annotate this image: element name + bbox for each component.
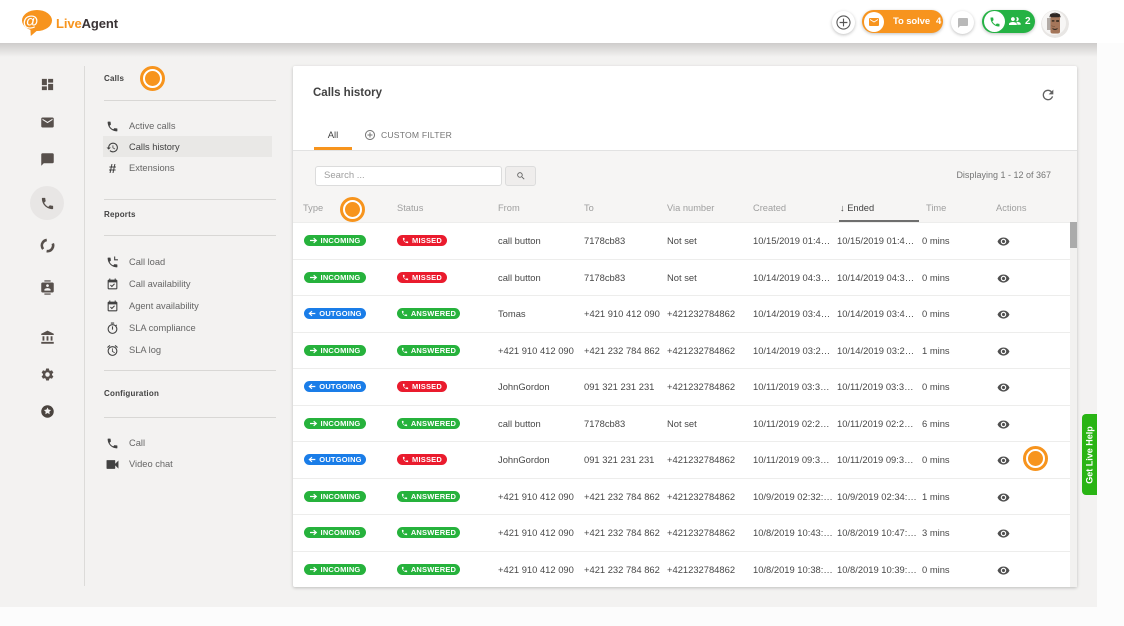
svg-text:@: @ bbox=[23, 14, 39, 31]
